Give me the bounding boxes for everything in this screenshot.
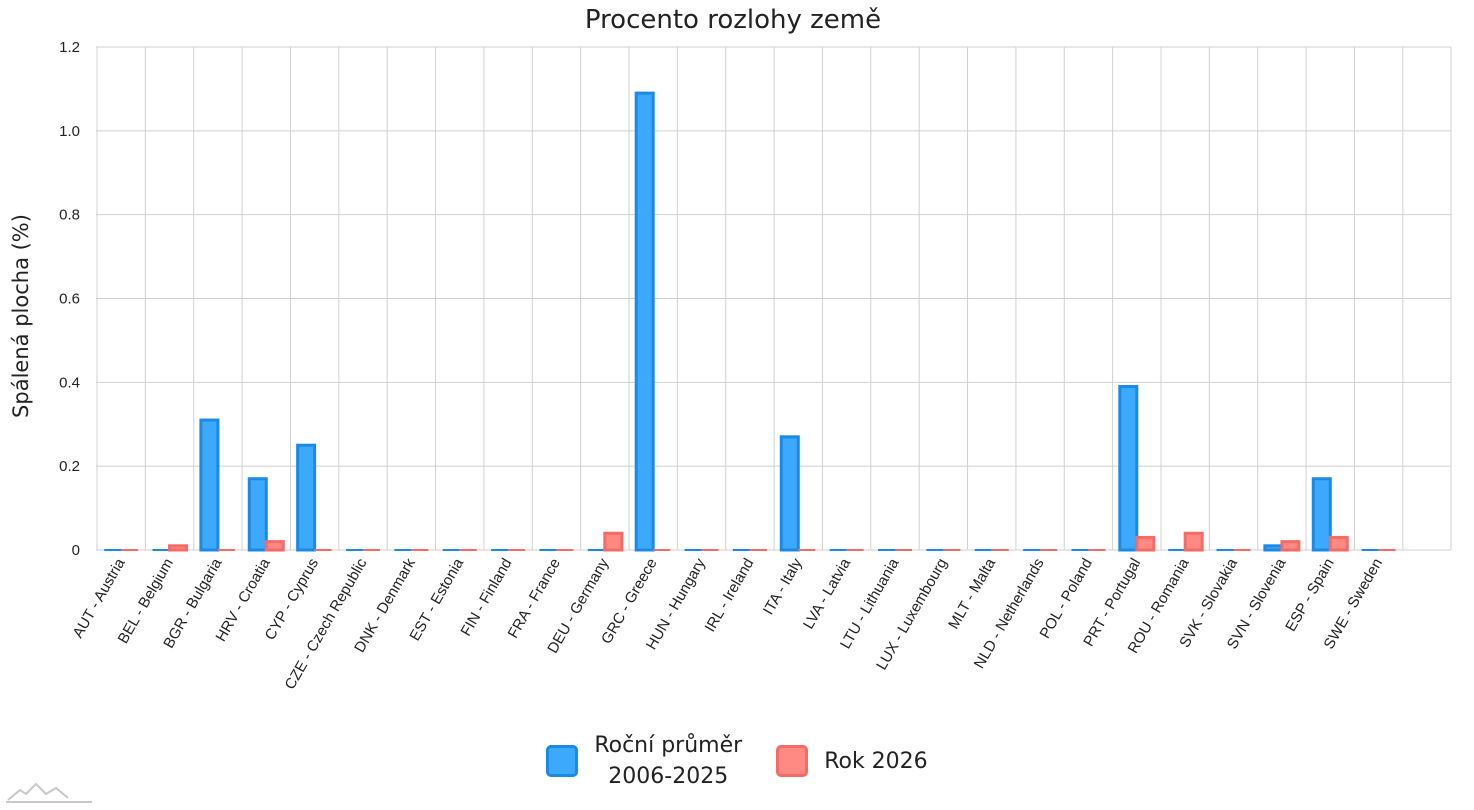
x-tick-label: ITA - Italy — [760, 555, 806, 618]
bar-year-2026 — [1183, 531, 1204, 552]
y-axis-label: Spálená plocha (%) — [9, 214, 33, 418]
legend-label-line: Rok 2026 — [824, 748, 928, 774]
legend-swatch-red — [776, 745, 809, 777]
legend-swatch-blue — [546, 745, 579, 777]
bar-chart: Procento rozlohy země Spálená plocha (%)… — [9, 5, 1452, 693]
legend-label: Rok 2026 — [824, 746, 927, 777]
y-tick-label: 0.6 — [59, 291, 80, 308]
x-tick-label: ESP - Spain — [1282, 556, 1337, 635]
y-tick-label: 0.4 — [59, 374, 80, 391]
bar-year-2026 — [264, 540, 285, 552]
grid — [96, 46, 1452, 551]
bar-annual-average — [247, 477, 268, 552]
x-tick-label: LVA - Latvia — [800, 555, 854, 632]
bar-year-2026 — [1135, 535, 1156, 552]
y-tick-label: 1.2 — [59, 39, 80, 56]
x-tick-label: IRL - Ireland — [702, 556, 758, 636]
bar-year-2026 — [1280, 540, 1301, 552]
bar-annual-average — [1118, 385, 1139, 552]
legend-label-line: 2006-2025 — [608, 764, 729, 789]
bar-year-2026 — [603, 531, 624, 552]
legend-label: Roční průměr 2006-2025 — [594, 730, 742, 792]
legend-item-year-2026[interactable]: Rok 2026 — [776, 745, 928, 777]
bar-annual-average — [1311, 477, 1332, 552]
bar-annual-average — [199, 418, 220, 552]
bar-year-2026 — [1328, 535, 1349, 552]
bar-annual-average — [296, 443, 317, 552]
legend-item-annual-average[interactable]: Roční průměr 2006-2025 — [546, 730, 742, 792]
y-axis-ticks: 0 0.2 0.4 0.6 0.8 1.0 1.2 — [59, 39, 80, 559]
y-tick-label: 0.2 — [59, 458, 80, 475]
y-tick-label: 1.0 — [59, 123, 80, 140]
bar-year-2026 — [168, 544, 189, 552]
bar-annual-average — [779, 435, 800, 552]
bar-annual-average — [634, 91, 655, 552]
x-tick-label: FIN - Finland — [457, 556, 515, 640]
legend: Roční průměr 2006-2025 Rok 2026 — [0, 730, 1474, 792]
x-tick-label: MLT - Malta — [945, 555, 999, 632]
chart-title: Procento rozlohy země — [585, 5, 881, 35]
y-tick-label: 0 — [72, 542, 80, 559]
y-tick-label: 0.8 — [59, 207, 80, 224]
bar-annual-average — [1263, 544, 1284, 552]
mountain-logo-icon — [6, 782, 92, 803]
bars — [104, 91, 1396, 552]
legend-label-line: Roční průměr — [594, 733, 743, 758]
